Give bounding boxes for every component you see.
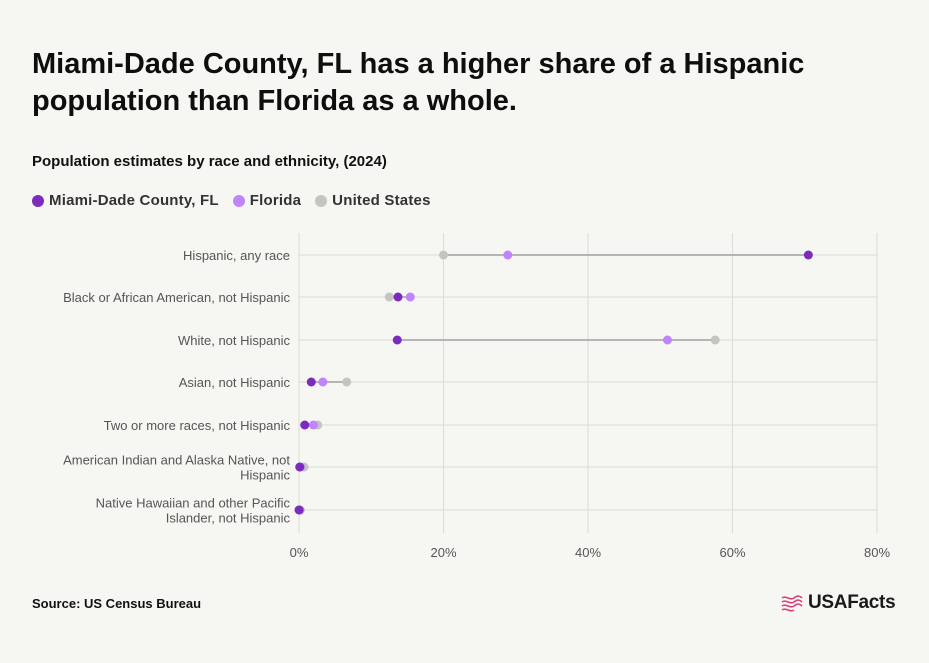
category-label: Black or African American, not Hispanic: [63, 290, 290, 305]
logo-text: USAFacts: [808, 592, 896, 613]
data-point: [439, 250, 448, 260]
legend-label-us: United States: [332, 192, 431, 209]
data-point: [503, 250, 513, 260]
category-label: Hispanic, any race: [183, 248, 290, 263]
x-tick-label: 40%: [575, 545, 601, 560]
data-point: [295, 462, 305, 472]
legend-dot-miami: [32, 194, 44, 207]
legend-item-miami: Miami-Dade County, FL: [32, 192, 219, 209]
data-point: [392, 335, 402, 345]
legend-dot-us: [315, 194, 328, 207]
data-point: [384, 292, 394, 302]
chart-subtitle: Population estimates by race and ethnici…: [32, 153, 387, 170]
x-tick-label: 80%: [864, 545, 890, 560]
x-tick-label: 20%: [430, 545, 456, 560]
legend-item-us: United States: [315, 192, 430, 209]
legend-item-florida: Florida: [232, 192, 302, 209]
source-note: Source: US Census Bureau: [32, 596, 202, 611]
legend-label-florida: Florida: [249, 192, 302, 209]
legend-dot-florida: [232, 194, 245, 207]
data-point: [393, 292, 403, 302]
data-point: [294, 505, 304, 515]
data-point: [405, 292, 415, 302]
category-label: Native Hawaiian and other Pacific Islande…: [96, 496, 291, 526]
category-label: Asian, not Hispanic: [179, 375, 291, 390]
x-tick-label: 0%: [290, 545, 309, 560]
usafacts-logo: USAFacts: [780, 592, 896, 614]
x-tick-label: 60%: [719, 545, 745, 560]
data-point: [300, 420, 310, 430]
legend: Miami-Dade County, FL Florida United Sta…: [32, 192, 431, 209]
category-label: White, not Hispanic: [178, 333, 290, 348]
data-point: [710, 335, 720, 345]
data-point: [306, 377, 316, 387]
data-point: [318, 377, 328, 387]
data-point: [308, 420, 318, 430]
legend-label-miami: Miami-Dade County, FL: [49, 192, 219, 209]
category-label: American Indian and Alaska Native, not Hi…: [63, 453, 290, 483]
data-point: [803, 250, 813, 260]
data-point: [342, 377, 352, 387]
data-point: [662, 335, 672, 345]
chart-title: Miami-Dade County, FL has a higher share…: [32, 48, 805, 117]
category-label: Two or more races, not Hispanic: [104, 418, 291, 433]
flag-icon: [781, 595, 803, 612]
